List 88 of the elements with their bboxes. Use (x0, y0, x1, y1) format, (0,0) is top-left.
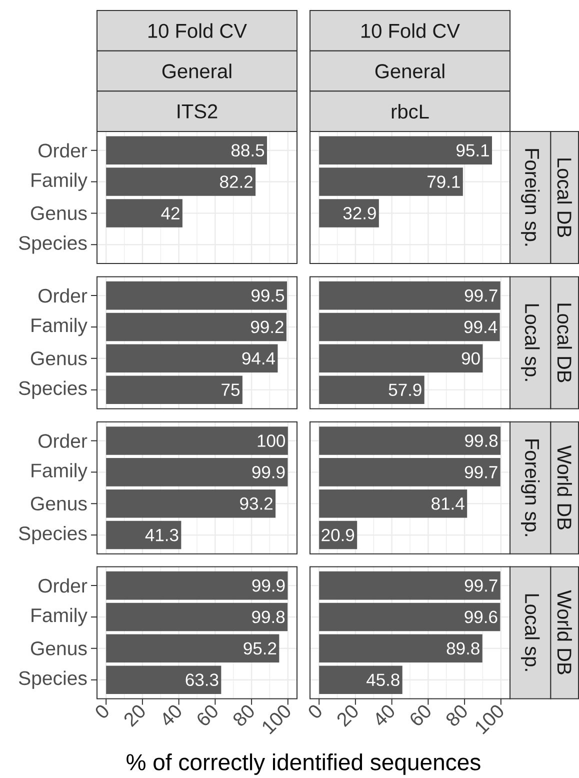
x-tick-label: 40 (163, 705, 182, 726)
data-label: 79.1 (428, 176, 460, 188)
text: ITS2 (178, 104, 218, 118)
x-tick-label: 80 (233, 705, 254, 726)
bar (106, 281, 287, 310)
x-tick-label: 100 (476, 705, 504, 734)
data-label: 99.7 (464, 289, 498, 302)
data-label: 81.4 (432, 497, 464, 510)
data-label: 20.9 (322, 528, 354, 542)
bar (106, 458, 288, 486)
data-label: 99.5 (252, 289, 284, 302)
data-label: 41.3 (145, 528, 178, 542)
data-label: 63.3 (186, 674, 218, 686)
y-tick-label: Genus (31, 496, 87, 511)
text: rbcL (392, 104, 429, 119)
x-tick-label: 60 (198, 705, 218, 726)
text: World DB (557, 445, 572, 530)
y-tick-label: Order (38, 434, 88, 448)
data-label: 45.8 (366, 674, 400, 686)
bar (106, 312, 286, 342)
bar (106, 426, 288, 455)
bar (319, 376, 424, 404)
data-label: 100 (258, 434, 286, 447)
data-label: 99.7 (464, 579, 498, 592)
text: Local DB (557, 158, 572, 237)
data-label: 88.5 (231, 144, 264, 157)
text: General (375, 64, 444, 78)
bar (319, 458, 500, 486)
data-label: 99.4 (464, 320, 498, 334)
bar (319, 281, 500, 310)
y-tick-label: Species (18, 526, 87, 544)
data-label: 99.7 (464, 466, 498, 478)
x-tick-label: 20 (337, 705, 358, 728)
x-axis-title: % of correctly identified sequences (126, 753, 480, 775)
bar (319, 426, 501, 455)
y-tick-label: Family (32, 463, 88, 482)
data-label: 99.9 (252, 579, 285, 592)
data-label: 57.9 (388, 384, 422, 396)
bar (106, 489, 276, 518)
y-tick-label: Genus (31, 206, 87, 220)
bar (319, 312, 500, 342)
x-tick-label: 20 (124, 705, 145, 728)
data-label: 99.8 (252, 610, 285, 624)
bar (106, 344, 278, 373)
text: World DB (557, 590, 572, 674)
y-tick-label: Order (38, 578, 88, 593)
data-label: 95.1 (456, 144, 489, 157)
data-label: 99.8 (465, 434, 498, 447)
bar (106, 520, 182, 550)
y-tick-label: Species (18, 380, 87, 399)
data-label: 32.9 (343, 207, 376, 220)
y-tick-label: Genus (31, 642, 87, 656)
text: Foreign sp. (521, 440, 540, 536)
bar (319, 489, 468, 518)
x-tick-label: 0 (96, 705, 108, 718)
x-tick-label: 80 (446, 705, 467, 726)
data-label: 89.8 (446, 642, 480, 655)
data-label: 99.6 (464, 610, 498, 624)
text: Foreign sp. (521, 149, 540, 246)
data-label: 99.2 (251, 320, 284, 334)
y-tick-label: Family (32, 318, 88, 336)
y-tick-label: Order (38, 143, 88, 158)
text: Local sp. (521, 304, 540, 381)
text: 10 Fold CV (148, 23, 247, 38)
x-tick-label: 60 (410, 705, 430, 726)
x-tick-label: 40 (376, 705, 394, 726)
text: Local DB (557, 304, 572, 382)
data-label: 99.9 (252, 466, 285, 478)
y-tick-label: Order (38, 288, 88, 303)
data-label: 42 (161, 207, 180, 220)
y-tick-label: Species (18, 670, 87, 689)
text: Local sp. (521, 594, 540, 671)
data-label: 82.2 (220, 176, 252, 188)
y-tick-label: Species (18, 236, 87, 254)
y-tick-label: Family (32, 608, 88, 626)
data-label: 75 (222, 384, 240, 396)
data-label: 90 (462, 352, 480, 365)
data-label: 93.2 (240, 497, 272, 510)
x-tick-label: 0 (308, 705, 322, 718)
bar (319, 344, 483, 373)
text: General (162, 64, 232, 78)
bar (106, 376, 242, 404)
data-label: 94.4 (242, 352, 276, 365)
data-label: 95.2 (244, 642, 276, 655)
y-tick-label: Family (32, 172, 88, 191)
y-tick-label: Genus (31, 352, 87, 366)
text: 10 Fold CV (362, 23, 460, 38)
x-tick-label: 100 (262, 705, 290, 734)
